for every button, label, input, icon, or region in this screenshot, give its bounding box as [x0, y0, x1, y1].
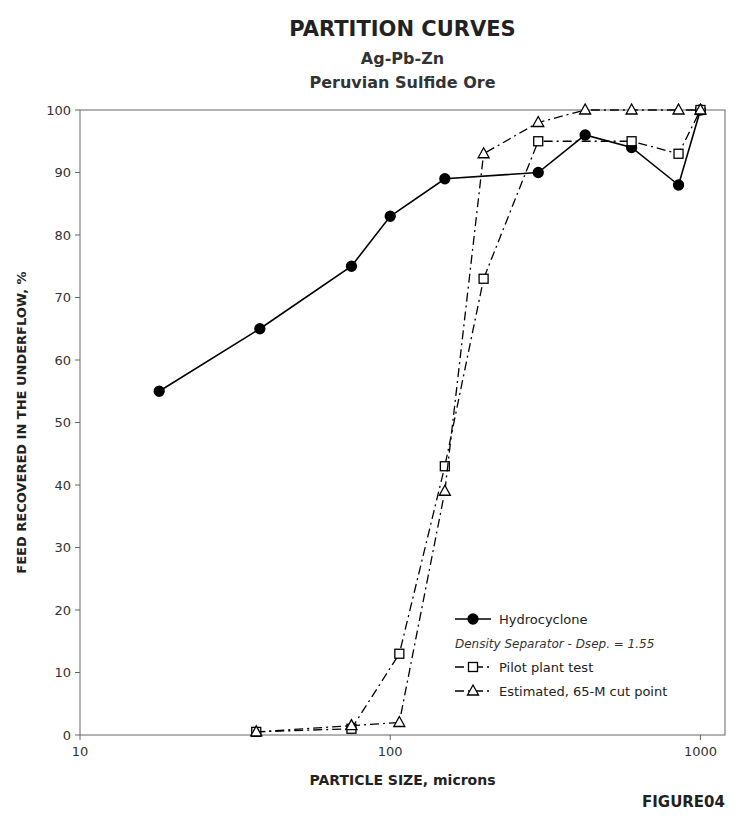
x-axis-label: PARTICLE SIZE, microns [309, 772, 495, 788]
y-tick-label: 30 [54, 540, 71, 555]
point [440, 174, 450, 184]
y-tick [75, 422, 80, 423]
y-tick-label: 100 [46, 103, 71, 118]
y-tick-label: 20 [54, 603, 71, 618]
point [580, 130, 590, 140]
x-tick-label: 10 [72, 744, 89, 759]
series-line [256, 110, 700, 732]
y-tick [75, 735, 80, 736]
y-tick [75, 547, 80, 548]
y-tick [75, 610, 80, 611]
point [533, 168, 543, 178]
x-tick-label: 1000 [684, 744, 717, 759]
point [673, 104, 684, 114]
x-tick [80, 735, 81, 740]
legend-marker [468, 685, 479, 695]
point [626, 104, 637, 114]
x-tick [390, 735, 391, 740]
chart: PARTITION CURVES Ag-Pb-Zn Peruvian Sulfide… [0, 0, 750, 819]
x-tick-label: 100 [378, 744, 403, 759]
y-tick [75, 235, 80, 236]
point [385, 211, 395, 221]
y-tick-label: 50 [54, 415, 71, 430]
point [627, 137, 636, 146]
point [346, 720, 357, 730]
point [346, 261, 356, 271]
point [695, 104, 706, 114]
point [394, 717, 405, 727]
y-tick-label: 0 [63, 728, 71, 743]
point [533, 117, 544, 127]
y-tick-label: 40 [54, 478, 71, 493]
y-tick [75, 297, 80, 298]
point [674, 149, 683, 158]
point [479, 274, 488, 283]
y-axis-label: FEED RECOVERED IN THE UNDERFLOW, % [14, 271, 29, 573]
legend-marker [469, 663, 478, 672]
point [478, 148, 489, 158]
y-tick-label: 10 [54, 665, 71, 680]
plot-area [154, 104, 706, 736]
point [439, 485, 450, 495]
subtitle: Ag-Pb-Zn [361, 49, 444, 68]
y-tick [75, 172, 80, 173]
point [534, 137, 543, 146]
y-tick [75, 110, 80, 111]
legend-entry: Hydrocyclone [499, 612, 588, 627]
point [255, 324, 265, 334]
y-tick-label: 80 [54, 228, 71, 243]
point [251, 726, 262, 736]
x-tick [700, 735, 701, 740]
y-tick [75, 672, 80, 673]
y-tick [75, 360, 80, 361]
title: PARTITION CURVES [289, 17, 515, 41]
y-tick-label: 90 [54, 165, 71, 180]
legend: Hydrocyclone Density Separator - Dsep. = … [455, 612, 667, 699]
point [154, 386, 164, 396]
legend-marker [468, 614, 478, 624]
y-tick-label: 70 [54, 290, 71, 305]
series-line [159, 110, 700, 391]
point [674, 180, 684, 190]
y-tick [75, 485, 80, 486]
point [695, 105, 705, 115]
point [395, 649, 404, 658]
figure-label: FIGURE04 [642, 793, 725, 811]
series-line [256, 110, 700, 732]
subtitle: Peruvian Sulfide Ore [309, 73, 495, 92]
legend-entry: Pilot plant test [499, 660, 593, 675]
annotation: Density Separator - Dsep. = 1.55 [455, 637, 654, 651]
plot-frame [80, 110, 725, 735]
point [580, 104, 591, 114]
legend-entry: Estimated, 65-M cut point [499, 684, 667, 699]
y-tick-label: 60 [54, 353, 71, 368]
